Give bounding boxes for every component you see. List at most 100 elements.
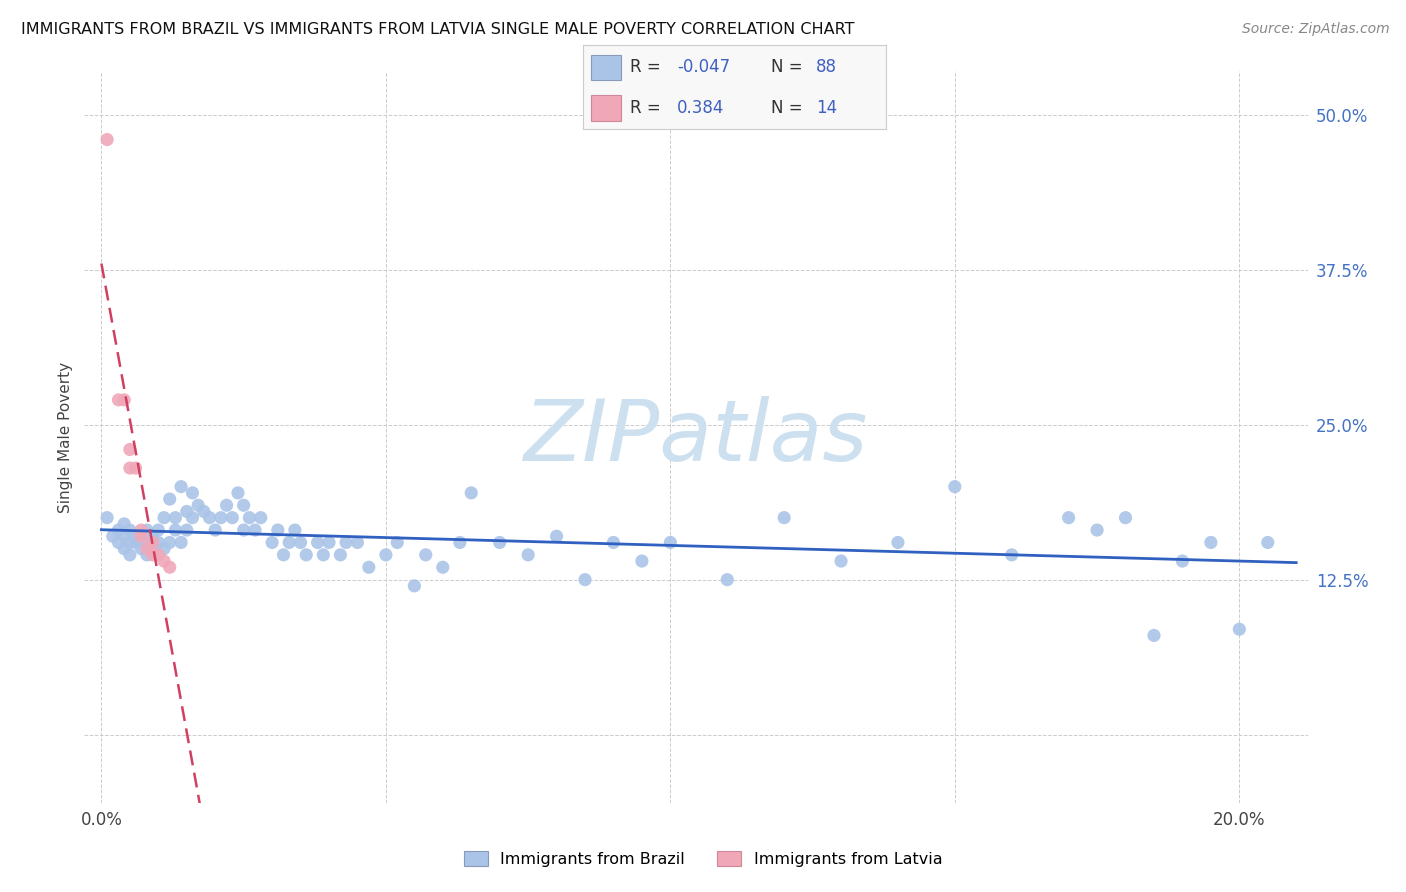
Point bbox=[148, 535, 170, 549]
Point bbox=[124, 535, 146, 549]
Point bbox=[159, 491, 181, 506]
Point bbox=[273, 548, 295, 562]
Point bbox=[142, 548, 165, 562]
Point bbox=[290, 535, 312, 549]
Point bbox=[659, 535, 682, 549]
Point bbox=[136, 541, 159, 556]
Text: IMMIGRANTS FROM BRAZIL VS IMMIGRANTS FROM LATVIA SINGLE MALE POVERTY CORRELATION: IMMIGRANTS FROM BRAZIL VS IMMIGRANTS FRO… bbox=[21, 22, 855, 37]
Point bbox=[346, 535, 368, 549]
Point bbox=[107, 523, 129, 537]
Point bbox=[107, 535, 129, 549]
Point bbox=[232, 523, 254, 537]
Point bbox=[118, 523, 141, 537]
Point bbox=[142, 529, 165, 543]
Point bbox=[449, 535, 471, 549]
Point bbox=[238, 510, 260, 524]
Point bbox=[136, 523, 159, 537]
Point bbox=[295, 548, 318, 562]
Point bbox=[404, 579, 426, 593]
Point bbox=[329, 548, 352, 562]
Point bbox=[129, 523, 152, 537]
Point bbox=[107, 392, 129, 407]
Text: R =: R = bbox=[630, 59, 666, 77]
Point bbox=[96, 132, 118, 146]
Point bbox=[129, 541, 152, 556]
Point bbox=[1143, 628, 1166, 642]
Point bbox=[278, 535, 301, 549]
Point bbox=[1199, 535, 1222, 549]
Point bbox=[546, 529, 568, 543]
Point bbox=[153, 554, 176, 568]
Point bbox=[1227, 622, 1250, 636]
Point bbox=[943, 480, 966, 494]
Point bbox=[170, 480, 193, 494]
Point bbox=[232, 498, 254, 512]
Point bbox=[129, 529, 152, 543]
Point bbox=[159, 560, 181, 574]
Point bbox=[153, 510, 176, 524]
Point bbox=[176, 504, 198, 518]
Legend: Immigrants from Brazil, Immigrants from Latvia: Immigrants from Brazil, Immigrants from … bbox=[456, 844, 950, 875]
Point bbox=[198, 510, 221, 524]
Point bbox=[716, 573, 738, 587]
Point bbox=[112, 516, 135, 531]
Point bbox=[118, 548, 141, 562]
Point bbox=[193, 504, 215, 518]
Point bbox=[112, 541, 135, 556]
Point bbox=[1085, 523, 1108, 537]
Point bbox=[631, 554, 654, 568]
Point bbox=[187, 498, 209, 512]
Point bbox=[307, 535, 329, 549]
Point bbox=[773, 510, 796, 524]
Point bbox=[357, 560, 380, 574]
Point bbox=[136, 548, 159, 562]
Text: N =: N = bbox=[770, 99, 808, 117]
Point bbox=[118, 535, 141, 549]
Point bbox=[243, 523, 266, 537]
Point bbox=[249, 510, 271, 524]
Point bbox=[318, 535, 340, 549]
Text: ZIPatlas: ZIPatlas bbox=[524, 395, 868, 479]
Point bbox=[887, 535, 910, 549]
Point bbox=[118, 461, 141, 475]
Text: 88: 88 bbox=[817, 59, 837, 77]
Point bbox=[1057, 510, 1080, 524]
Point bbox=[460, 486, 482, 500]
Point bbox=[124, 461, 146, 475]
Point bbox=[432, 560, 454, 574]
Text: N =: N = bbox=[770, 59, 808, 77]
Text: 0.384: 0.384 bbox=[678, 99, 724, 117]
Point bbox=[148, 523, 170, 537]
Point bbox=[267, 523, 290, 537]
Point bbox=[387, 535, 409, 549]
Point bbox=[112, 392, 135, 407]
Point bbox=[165, 523, 187, 537]
Point bbox=[204, 523, 226, 537]
Point bbox=[1257, 535, 1279, 549]
Point bbox=[488, 535, 510, 549]
Point bbox=[215, 498, 238, 512]
Text: Source: ZipAtlas.com: Source: ZipAtlas.com bbox=[1241, 22, 1389, 37]
Point bbox=[415, 548, 437, 562]
Point bbox=[1001, 548, 1024, 562]
Point bbox=[335, 535, 357, 549]
Point bbox=[129, 529, 152, 543]
Point bbox=[262, 535, 284, 549]
Point bbox=[312, 548, 335, 562]
Point bbox=[284, 523, 307, 537]
Point bbox=[118, 442, 141, 457]
FancyBboxPatch shape bbox=[591, 95, 621, 120]
Text: R =: R = bbox=[630, 99, 666, 117]
Point bbox=[221, 510, 243, 524]
Text: 14: 14 bbox=[817, 99, 838, 117]
Point bbox=[170, 535, 193, 549]
Point bbox=[142, 535, 165, 549]
Point bbox=[159, 535, 181, 549]
Point bbox=[602, 535, 624, 549]
Point bbox=[181, 486, 204, 500]
Point bbox=[101, 529, 124, 543]
Y-axis label: Single Male Poverty: Single Male Poverty bbox=[58, 361, 73, 513]
Point bbox=[124, 529, 146, 543]
Point bbox=[136, 535, 159, 549]
Point bbox=[374, 548, 396, 562]
